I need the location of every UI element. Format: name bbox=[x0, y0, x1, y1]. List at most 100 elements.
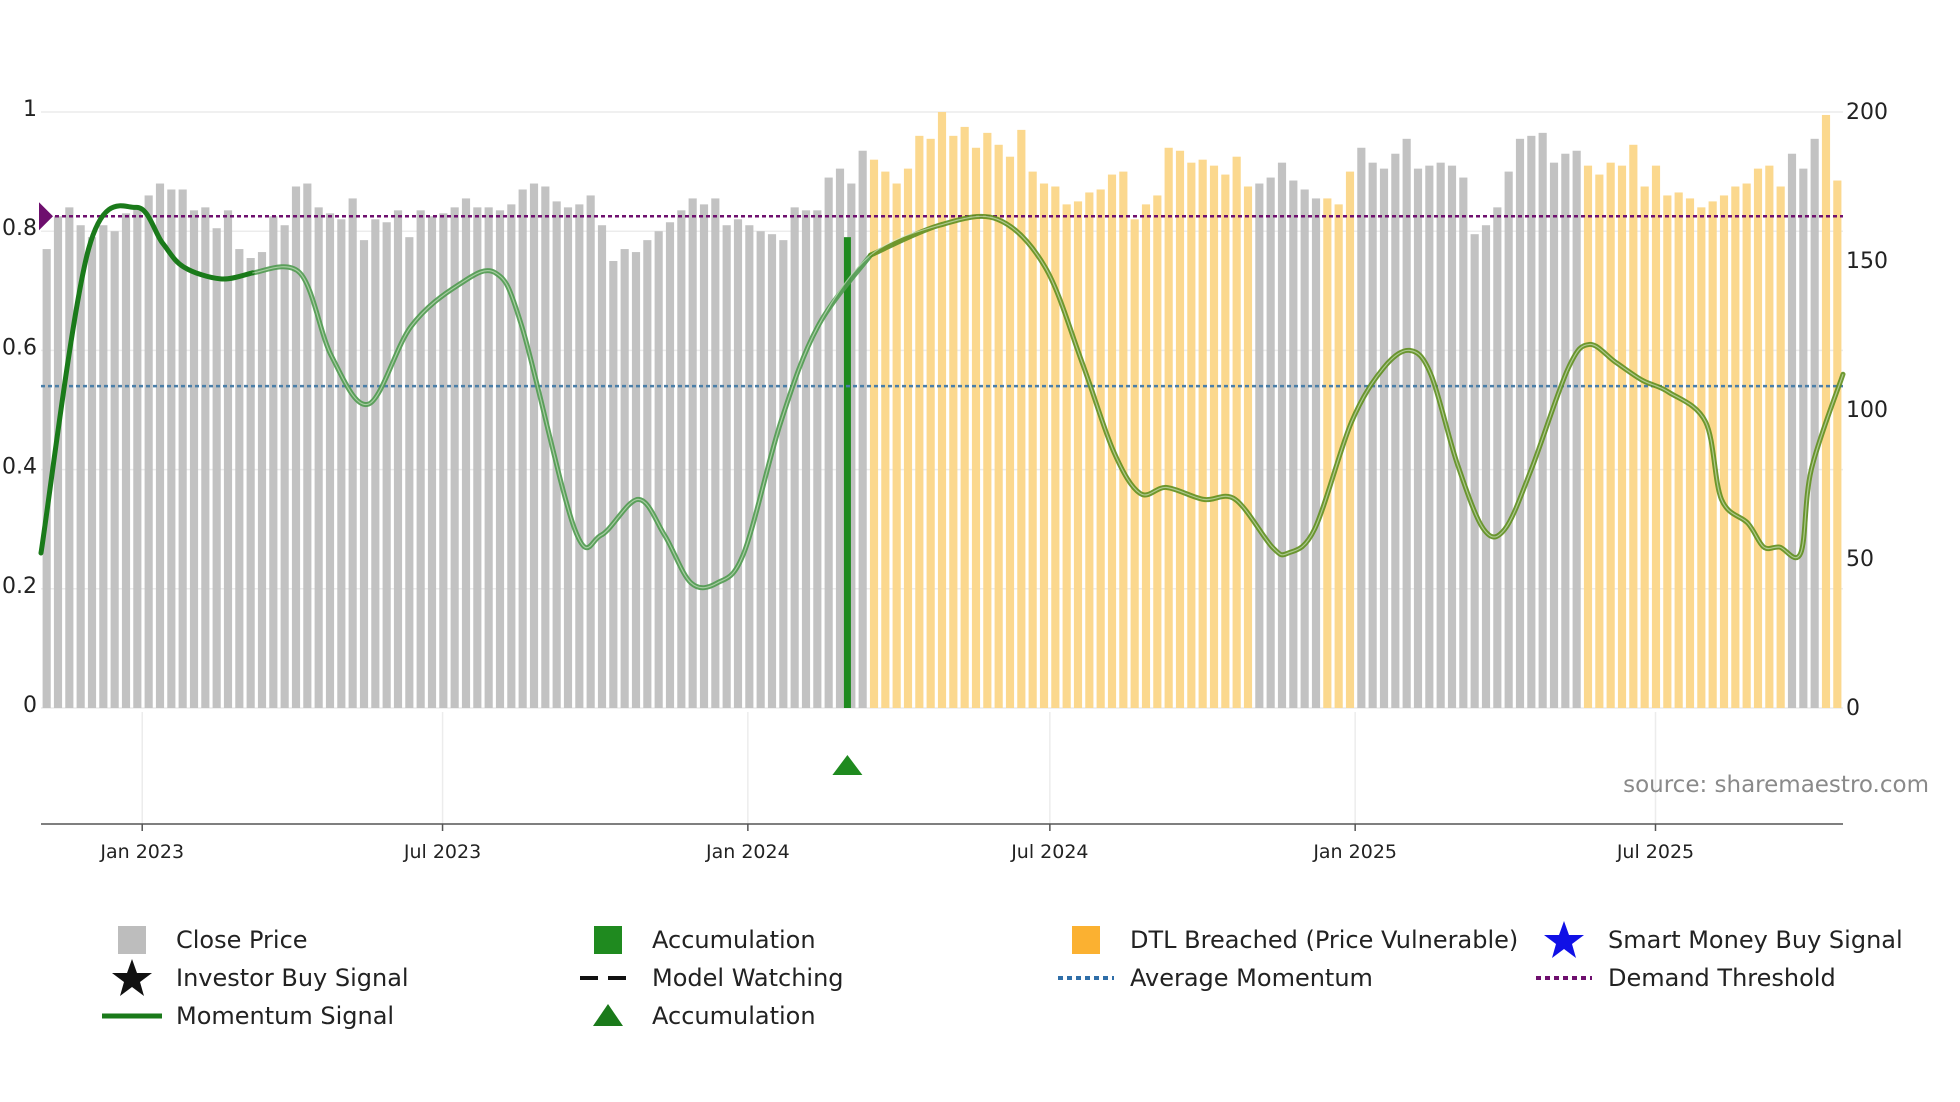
right-tick-label: 100 bbox=[1846, 398, 1888, 423]
reference-lines bbox=[39, 202, 1843, 388]
close-price-bar bbox=[393, 210, 403, 708]
right-tick-label: 200 bbox=[1846, 100, 1888, 125]
close-price-bar bbox=[1447, 165, 1457, 708]
close-price-bar bbox=[1425, 165, 1434, 708]
dtl-breached-bar bbox=[1640, 186, 1649, 708]
demand-threshold-marker bbox=[39, 202, 53, 231]
close-price-bar bbox=[405, 237, 414, 708]
dtl-breached-bar bbox=[1583, 165, 1593, 708]
close-price-bar bbox=[348, 198, 357, 709]
dtl-breached-bar bbox=[892, 183, 901, 708]
dtl-breached-bar bbox=[1595, 174, 1604, 708]
dtl-breached-bar bbox=[1232, 156, 1241, 708]
close-price-bar bbox=[212, 228, 221, 708]
source-label: source: sharemaestro.com bbox=[1623, 772, 1929, 798]
close-price-bar bbox=[541, 186, 550, 708]
dtl-breached-bar bbox=[1187, 162, 1196, 708]
x-tick-label: Jul 2024 bbox=[1010, 841, 1088, 863]
dtl-breached-bar bbox=[1062, 204, 1071, 708]
close-price-bar bbox=[518, 189, 527, 709]
close-price-bar bbox=[144, 195, 153, 708]
dtl-breached-bar bbox=[994, 144, 1003, 708]
dtl-breached-bar bbox=[1073, 201, 1083, 708]
close-price-bar bbox=[1379, 168, 1389, 708]
close-price-bar bbox=[257, 252, 267, 708]
close-price-bar bbox=[665, 222, 675, 708]
close-price-bar bbox=[1436, 162, 1445, 708]
dtl-breached-bar bbox=[1651, 165, 1661, 708]
x-tick-label: Jul 2025 bbox=[1616, 841, 1694, 863]
close-price-bar bbox=[1504, 171, 1513, 709]
close-price-bar bbox=[1391, 153, 1400, 709]
dtl-breached-bar bbox=[926, 138, 935, 708]
close-price-bar bbox=[450, 207, 459, 709]
close-price-bar bbox=[1799, 168, 1808, 708]
left-tick-label: 0.8 bbox=[2, 216, 37, 241]
close-price-bar bbox=[155, 183, 165, 708]
close-price-bar bbox=[1266, 177, 1275, 708]
close-price-bar bbox=[314, 207, 323, 709]
close-price-bar bbox=[1787, 153, 1797, 709]
close-price-bar bbox=[473, 207, 482, 709]
close-price-bar bbox=[280, 225, 289, 709]
close-price-bar bbox=[1311, 198, 1321, 709]
dtl-breached-bar bbox=[1345, 171, 1355, 709]
x-tick-label: Jul 2023 bbox=[403, 841, 481, 863]
close-price-bar bbox=[858, 150, 867, 709]
close-price-bar bbox=[801, 210, 811, 708]
close-price-bar bbox=[359, 240, 369, 708]
dtl-breached-bar bbox=[1198, 159, 1207, 708]
close-price-bar bbox=[76, 225, 85, 709]
dtl-breached-bar bbox=[1629, 144, 1638, 708]
close-price-bar bbox=[1277, 162, 1287, 708]
close-price-bar bbox=[1368, 162, 1377, 708]
close-price-bar bbox=[847, 183, 856, 708]
x-tick-label: Jan 2023 bbox=[99, 841, 184, 863]
close-price-bar bbox=[189, 210, 199, 708]
close-price-bar bbox=[745, 225, 754, 709]
dtl-breached-bar bbox=[1742, 183, 1751, 708]
dtl-breached-bar bbox=[1606, 162, 1615, 708]
momentum-highlight bbox=[252, 215, 1844, 589]
right-tick-label: 0 bbox=[1846, 696, 1860, 721]
x-tick-label: Jan 2024 bbox=[705, 841, 790, 863]
close-price-bar bbox=[303, 183, 312, 708]
dtl-breached-bar bbox=[1719, 195, 1729, 708]
close-price-bar bbox=[495, 210, 505, 708]
right-tick-label: 150 bbox=[1846, 249, 1888, 274]
close-price-bar bbox=[722, 225, 731, 709]
close-price-bar bbox=[1300, 189, 1309, 709]
close-price-bar bbox=[620, 249, 629, 708]
left-tick-label: 0.6 bbox=[2, 335, 37, 360]
close-price-bar bbox=[1481, 225, 1491, 709]
close-price-bar bbox=[609, 261, 618, 708]
close-price-bar bbox=[178, 189, 187, 709]
accumulation-bar bbox=[843, 237, 851, 708]
dtl-breached-bar bbox=[1833, 180, 1842, 709]
close-price-bar bbox=[790, 207, 799, 709]
dtl-breached-bar bbox=[1175, 150, 1185, 709]
dtl-breached-bar bbox=[1130, 219, 1139, 708]
dtl-breached-bar bbox=[1096, 189, 1105, 709]
signal-markers bbox=[832, 755, 863, 775]
close-price-bar bbox=[1357, 147, 1366, 708]
dtl-breached-bar bbox=[915, 135, 924, 709]
close-price-bar bbox=[597, 225, 607, 709]
dtl-breached-bar bbox=[1028, 171, 1037, 709]
dtl-breached-bar bbox=[1141, 204, 1151, 708]
dtl-breached-bar bbox=[937, 112, 947, 708]
left-tick-label: 0.4 bbox=[2, 455, 37, 480]
dtl-breached-bar bbox=[949, 135, 958, 709]
dtl-breached-bar bbox=[1005, 156, 1015, 708]
dtl-breached-bar bbox=[1663, 195, 1672, 708]
close-price-bar bbox=[1255, 183, 1264, 708]
close-price-bar bbox=[1538, 132, 1547, 709]
dtl-breached-bar bbox=[1821, 114, 1831, 709]
dtl-breached-bar bbox=[1731, 186, 1740, 708]
close-price-bar bbox=[835, 168, 845, 708]
dtl-breached-bar bbox=[1697, 207, 1706, 709]
close-price-bar bbox=[291, 186, 301, 708]
close-price-bar bbox=[824, 177, 833, 708]
close-price-bar bbox=[121, 213, 131, 708]
close-price-bar bbox=[1561, 153, 1570, 709]
